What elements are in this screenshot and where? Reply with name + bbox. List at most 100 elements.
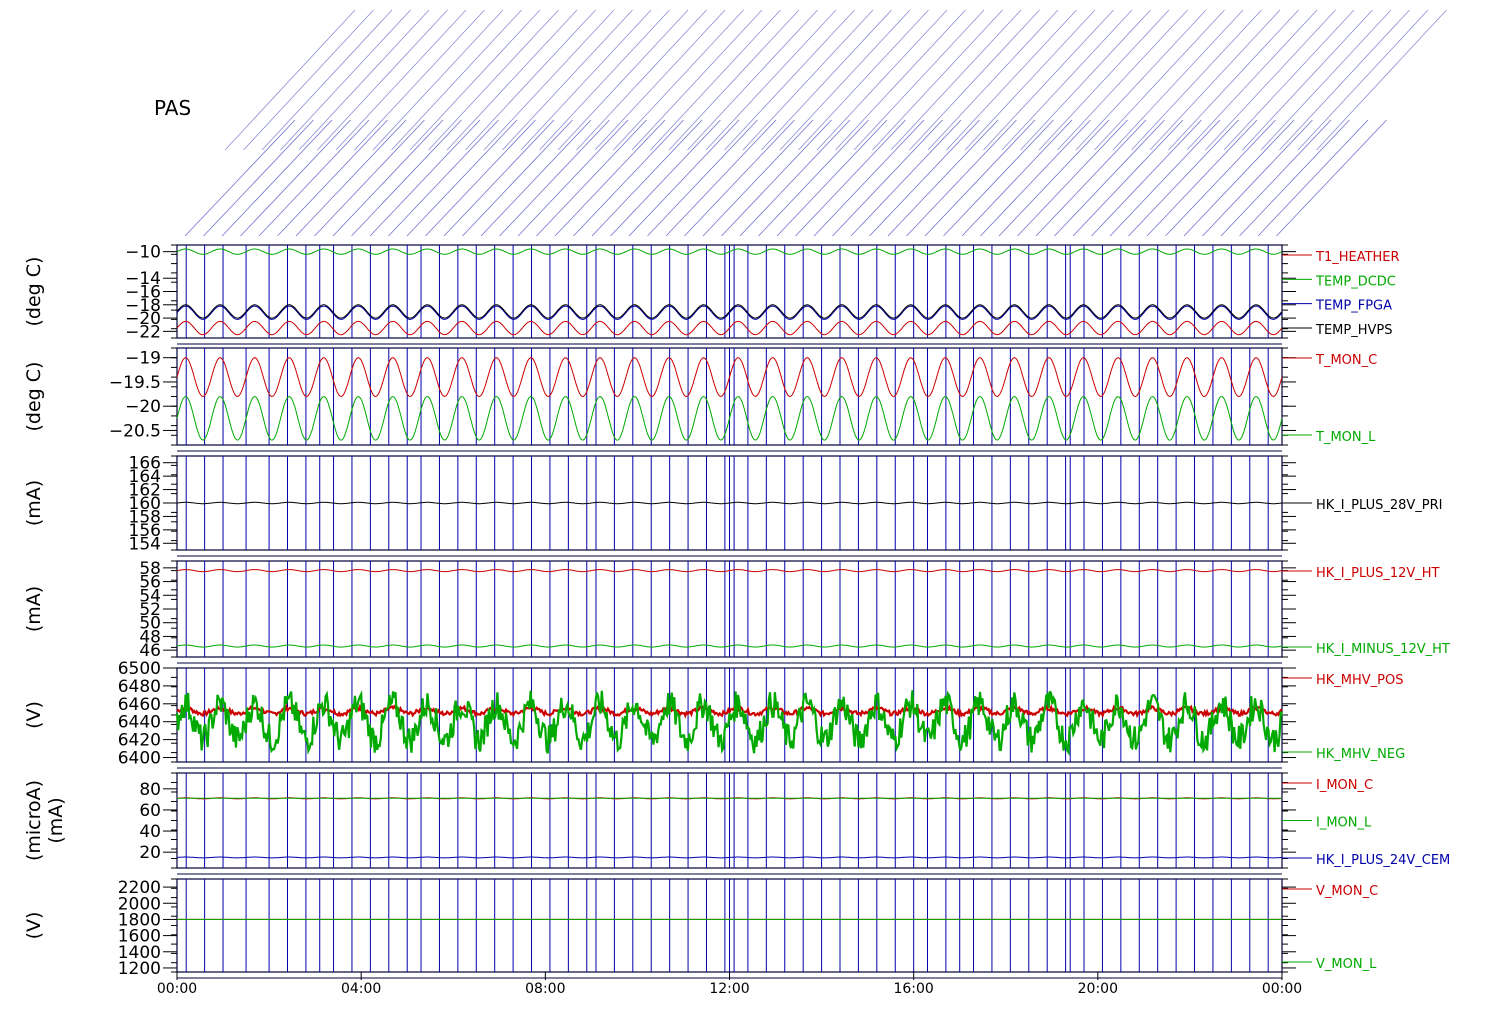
event-label-stroke bbox=[631, 9, 763, 151]
event-label-stroke bbox=[184, 119, 296, 237]
event-label-stroke bbox=[943, 119, 1054, 237]
event-label-stroke bbox=[647, 119, 758, 237]
event-label-stroke bbox=[890, 9, 1022, 151]
y-tick-label: 166 bbox=[129, 454, 161, 474]
y-axis-label: (deg C) bbox=[23, 362, 45, 432]
event-label-stroke bbox=[594, 9, 726, 151]
event-label-stroke bbox=[465, 9, 596, 151]
event-label-stroke bbox=[1131, 9, 1262, 151]
event-label-stroke bbox=[1257, 119, 1369, 237]
event-label-stroke bbox=[443, 119, 555, 237]
event-label-stroke bbox=[1146, 119, 1258, 237]
event-label-stroke bbox=[887, 119, 999, 237]
y-tick-label: 20 bbox=[139, 843, 161, 863]
event-label-stroke bbox=[369, 119, 481, 237]
event-label-stroke bbox=[869, 119, 980, 237]
event-label-stroke bbox=[665, 119, 777, 237]
event-label-stroke bbox=[1128, 119, 1239, 237]
event-label-stroke bbox=[351, 119, 462, 237]
panel-2: −19 −19.5 −20 −20.5 (deg C) T_MON_C T_MON_L bbox=[23, 347, 1377, 452]
event-label-stroke bbox=[721, 119, 832, 237]
y-tick-label: 58 bbox=[139, 559, 161, 579]
event-label-stroke bbox=[816, 9, 948, 151]
event-label-stroke bbox=[906, 119, 1017, 237]
event-label-stroke bbox=[1316, 9, 1447, 151]
event-label-stroke bbox=[613, 9, 744, 151]
series-line-temp-fpga bbox=[176, 305, 1283, 320]
y-tick-label: 158 bbox=[129, 507, 161, 527]
y-tick-label: 154 bbox=[129, 534, 161, 554]
legend-label: I_MON_L bbox=[1316, 816, 1372, 831]
y-tick-label: 156 bbox=[129, 521, 161, 541]
event-label-stroke bbox=[1035, 119, 1147, 237]
legend-label: HK_I_PLUS_24V_CEM bbox=[1316, 853, 1450, 868]
y-tick-label: −20 bbox=[125, 397, 161, 417]
y-tick-label: −19.5 bbox=[109, 373, 161, 393]
y-tick-label: −14 bbox=[125, 269, 161, 289]
legend-label: HK_I_MINUS_12V_HT bbox=[1316, 642, 1450, 657]
y-tick-label: 60 bbox=[139, 801, 161, 821]
x-tick-label: 00:00 bbox=[1262, 981, 1302, 997]
event-label-stroke bbox=[539, 9, 670, 151]
event-label-stroke bbox=[1038, 9, 1170, 151]
y-tick-label: 6500 bbox=[118, 659, 161, 679]
event-label-stroke bbox=[261, 9, 393, 151]
event-label-stroke bbox=[668, 9, 800, 151]
event-label-stroke bbox=[813, 119, 925, 237]
y-tick-label: 1800 bbox=[118, 910, 161, 930]
panel-1: −10 −14−16−18−20−22 (deg C) T1_HEATHER TEMP_… bbox=[23, 243, 1400, 345]
series-line-hk-i-plus-24v-cem bbox=[177, 856, 1283, 859]
event-label-stroke bbox=[298, 9, 430, 151]
legend-label: HK_MHV_NEG bbox=[1316, 747, 1405, 762]
event-label-stroke bbox=[1168, 9, 1299, 151]
event-label-stroke bbox=[650, 9, 781, 151]
event-label-stroke bbox=[927, 9, 1059, 151]
event-label-stroke bbox=[724, 9, 855, 151]
y-tick-label: 6420 bbox=[118, 731, 161, 751]
legend-label: TEMP_HVPS bbox=[1315, 323, 1392, 338]
event-label-stroke bbox=[203, 119, 314, 237]
series-line-t-mon-l bbox=[176, 395, 1283, 441]
y-tick-label: 6400 bbox=[118, 749, 161, 769]
event-label-stroke bbox=[964, 9, 1096, 151]
event-label-stroke bbox=[317, 9, 448, 151]
event-label-stroke bbox=[406, 119, 518, 237]
event-label-stroke bbox=[591, 119, 703, 237]
y-tick-label: −20 bbox=[125, 309, 161, 329]
event-label-stroke bbox=[1057, 9, 1188, 151]
event-label-stroke bbox=[853, 9, 985, 151]
event-label-stroke bbox=[517, 119, 629, 237]
page-title: PAS bbox=[154, 96, 192, 120]
event-label-stroke bbox=[832, 119, 943, 237]
y-tick-label: 50 bbox=[139, 614, 161, 634]
event-label-stroke bbox=[850, 119, 962, 237]
legend-label: V_MON_C bbox=[1316, 884, 1378, 899]
event-label-stroke bbox=[536, 119, 647, 237]
event-label-stroke bbox=[409, 9, 541, 151]
legend-label: TEMP_DCDC bbox=[1315, 274, 1396, 289]
y-axis-label-2: (mA) bbox=[45, 797, 67, 843]
y-tick-label: 2000 bbox=[118, 894, 161, 914]
legend-label: T1_HEATHER bbox=[1315, 250, 1400, 265]
y-tick-label: 2200 bbox=[118, 878, 161, 898]
event-label-stroke bbox=[795, 119, 906, 237]
y-tick-label: 6460 bbox=[118, 695, 161, 715]
x-tick-label: 20:00 bbox=[1078, 981, 1118, 997]
series-line-hk-i-plus-28v-pri bbox=[176, 501, 1283, 505]
event-label-stroke bbox=[1109, 119, 1221, 237]
y-tick-label: −22 bbox=[125, 322, 161, 342]
y-tick-label: −20.5 bbox=[109, 421, 161, 441]
event-label-stroke bbox=[961, 119, 1073, 237]
event-label-stroke bbox=[1072, 119, 1184, 237]
event-label-stroke bbox=[446, 9, 578, 151]
legend-label: T_MON_L bbox=[1315, 430, 1376, 445]
y-tick-label: −19 bbox=[125, 349, 161, 369]
legend-label: V_MON_L bbox=[1316, 957, 1377, 972]
y-tick-label: 52 bbox=[139, 600, 161, 620]
event-label-stroke bbox=[776, 119, 888, 237]
event-label-stroke bbox=[1094, 9, 1225, 151]
event-label-stroke bbox=[1242, 9, 1373, 151]
